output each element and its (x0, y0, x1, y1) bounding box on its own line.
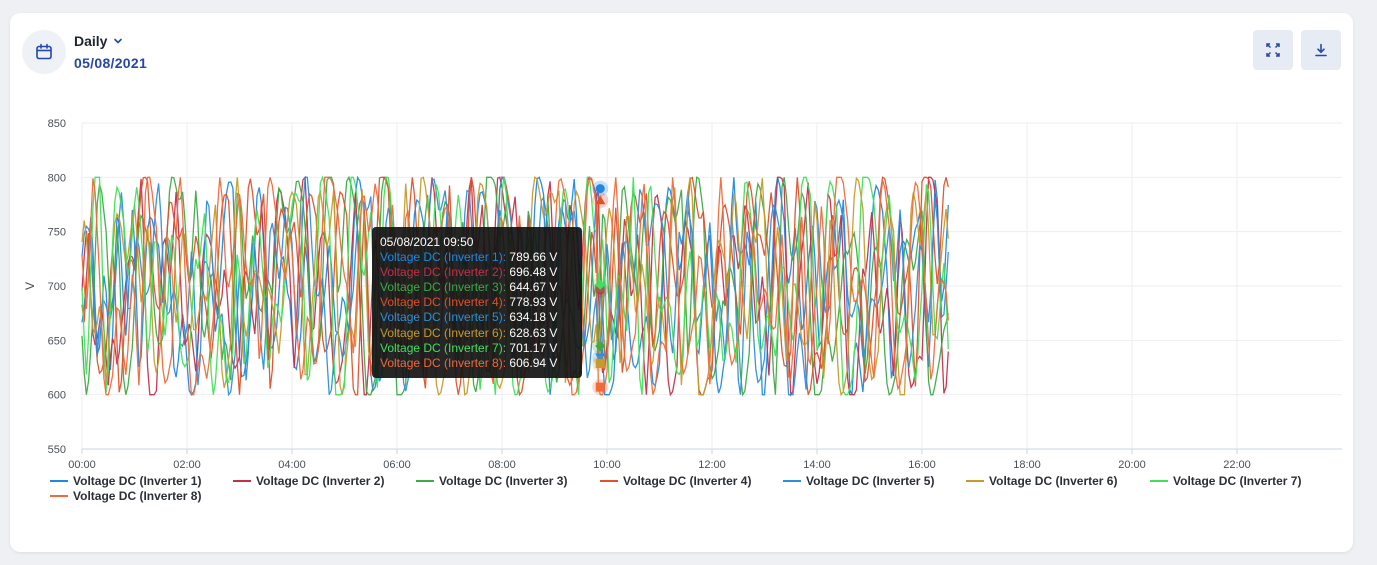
legend-item[interactable]: Voltage DC (Inverter 6) (966, 474, 1117, 488)
legend-item[interactable]: Voltage DC (Inverter 5) (783, 474, 934, 488)
x-tick-label: 16:00 (908, 459, 936, 471)
legend-item[interactable]: Voltage DC (Inverter 8) (50, 489, 201, 503)
legend-swatch (50, 480, 68, 482)
fullscreen-button[interactable] (1253, 30, 1293, 70)
period-label: Daily (74, 33, 108, 49)
tooltip-series-name: Voltage DC (Inverter 2): (380, 265, 507, 280)
tooltip-series-name: Voltage DC (Inverter 8): (380, 355, 507, 370)
y-tick-label: 850 (48, 118, 66, 130)
tooltip-series-name: Voltage DC (Inverter 6): (380, 325, 507, 340)
x-tick-label: 10:00 (593, 459, 621, 471)
y-tick-label: 800 (48, 172, 66, 184)
chart-tooltip: 05/08/2021 09:50 Voltage DC (Inverter 1)… (372, 227, 582, 378)
tooltip-series-value: 701.17 V (506, 340, 558, 355)
legend-swatch (50, 495, 68, 497)
highlight-point (595, 359, 605, 369)
y-tick-label: 550 (48, 444, 66, 456)
highlight-point (595, 353, 606, 363)
tooltip-row: Voltage DC (Inverter 8): 606.94 V (380, 356, 582, 371)
fullscreen-icon (1266, 43, 1280, 57)
legend-swatch (416, 480, 434, 482)
x-tick-label: 18:00 (1013, 459, 1041, 471)
download-icon (1315, 43, 1327, 57)
tooltip-series-name: Voltage DC (Inverter 1): (380, 250, 507, 265)
legend-swatch (783, 480, 801, 482)
legend-label: Voltage DC (Inverter 3) (439, 474, 568, 488)
tooltip-series-value: 789.66 V (506, 250, 558, 265)
calendar-button[interactable] (22, 30, 66, 74)
highlight-point (595, 195, 606, 205)
highlight-point (595, 341, 606, 352)
period-dropdown[interactable]: Daily (74, 33, 123, 49)
y-tick-label: 700 (48, 281, 66, 293)
tooltip-series-value: 696.48 V (506, 265, 558, 280)
x-tick-label: 12:00 (698, 459, 726, 471)
legend-label: Voltage DC (Inverter 6) (989, 474, 1118, 488)
x-tick-label: 06:00 (383, 459, 411, 471)
tooltip-series-value: 606.94 V (506, 355, 558, 370)
tooltip-row: Voltage DC (Inverter 5): 634.18 V (380, 310, 582, 325)
tooltip-row: Voltage DC (Inverter 3): 644.67 V (380, 280, 582, 295)
legend-label: Voltage DC (Inverter 1) (73, 474, 202, 488)
tooltip-row: Voltage DC (Inverter 1): 789.66 V (380, 250, 582, 265)
y-tick-label: 750 (48, 227, 66, 239)
y-tick-label: 650 (48, 335, 66, 347)
legend-item[interactable]: Voltage DC (Inverter 4) (600, 474, 751, 488)
tooltip-series-value: 778.93 V (506, 295, 558, 310)
tooltip-row: Voltage DC (Inverter 2): 696.48 V (380, 265, 582, 280)
tooltip-series-value: 644.67 V (506, 280, 558, 295)
y-axis-label: V (23, 282, 37, 290)
tooltip-row: Voltage DC (Inverter 7): 701.17 V (380, 341, 582, 356)
tooltip-title: 05/08/2021 09:50 (380, 235, 474, 249)
x-tick-label: 02:00 (173, 459, 201, 471)
chevron-down-icon (114, 38, 123, 44)
legend-item[interactable]: Voltage DC (Inverter 2) (233, 474, 384, 488)
x-tick-label: 20:00 (1118, 459, 1146, 471)
highlight-point (595, 184, 605, 194)
x-tick-label: 08:00 (488, 459, 516, 471)
y-tick-label: 600 (48, 390, 66, 402)
legend-item[interactable]: Voltage DC (Inverter 1) (50, 474, 201, 488)
highlight-point (595, 382, 605, 392)
series-line (81, 175, 949, 397)
highlight-point (595, 285, 605, 295)
tooltip-row: Voltage DC (Inverter 4): 778.93 V (380, 295, 582, 310)
legend-label: Voltage DC (Inverter 7) (1173, 474, 1302, 488)
legend-label: Voltage DC (Inverter 2) (256, 474, 385, 488)
legend-label: Voltage DC (Inverter 8) (73, 489, 202, 503)
legend-swatch (966, 480, 984, 482)
legend-item[interactable]: Voltage DC (Inverter 3) (416, 474, 567, 488)
tooltip-series-name: Voltage DC (Inverter 5): (380, 310, 507, 325)
tooltip-series-name: Voltage DC (Inverter 3): (380, 280, 507, 295)
legend-swatch (233, 480, 251, 482)
date-label: 05/08/2021 (74, 55, 148, 71)
series-line (81, 175, 949, 396)
legend-label: Voltage DC (Inverter 5) (806, 474, 935, 488)
tooltip-series-value: 634.18 V (506, 310, 558, 325)
x-tick-label: 14:00 (803, 459, 831, 471)
tooltip-series-value: 628.63 V (506, 325, 558, 340)
calendar-icon (36, 43, 52, 60)
legend-item[interactable]: Voltage DC (Inverter 7) (1150, 474, 1301, 488)
tooltip-series-name: Voltage DC (Inverter 7): (380, 340, 507, 355)
tooltip-row: Voltage DC (Inverter 6): 628.63 V (380, 326, 582, 341)
legend-label: Voltage DC (Inverter 4) (623, 474, 752, 488)
download-button[interactable] (1301, 30, 1341, 70)
x-tick-label: 04:00 (278, 459, 306, 471)
x-tick-label: 00:00 (68, 459, 96, 471)
tooltip-series-name: Voltage DC (Inverter 4): (380, 295, 507, 310)
x-tick-label: 22:00 (1223, 459, 1251, 471)
legend-swatch (600, 480, 618, 482)
highlight-point (595, 279, 606, 290)
legend-swatch (1150, 480, 1168, 482)
